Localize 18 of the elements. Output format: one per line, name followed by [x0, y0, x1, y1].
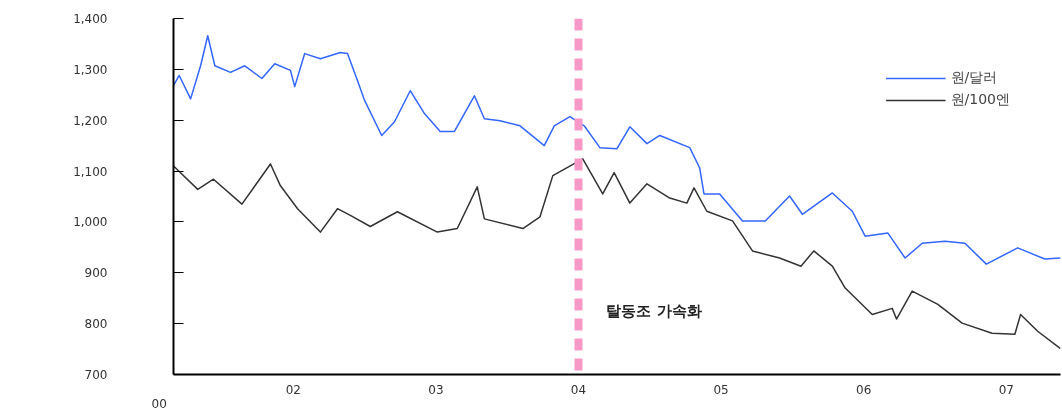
- x-tick-label: 03: [428, 382, 444, 397]
- y-tick-label: 700: [84, 368, 108, 382]
- text: 00: [151, 396, 167, 411]
- x-tick-label: 04: [570, 382, 587, 397]
- x-tick-label: 02: [285, 382, 301, 397]
- y-tick-label: 1,200: [73, 113, 108, 128]
- y-tick-label: 800: [84, 317, 108, 332]
- y-tick-label: 1,300: [73, 62, 108, 77]
- legend-label: 원/100엔: [950, 91, 1010, 109]
- y-tick-label: 1,100: [73, 164, 108, 179]
- x-tick-label: 06: [856, 382, 872, 397]
- x-tick-label: 05: [713, 382, 729, 397]
- y-tick-label: 900: [84, 266, 108, 281]
- x-tick-label: 07: [998, 382, 1014, 397]
- legend-label: 원/달러: [950, 69, 998, 87]
- y-tick-label: 1,000: [73, 215, 108, 230]
- y-tick-label: 1,400: [73, 12, 108, 26]
- annotation: 탈동조 가속화: [606, 301, 702, 320]
